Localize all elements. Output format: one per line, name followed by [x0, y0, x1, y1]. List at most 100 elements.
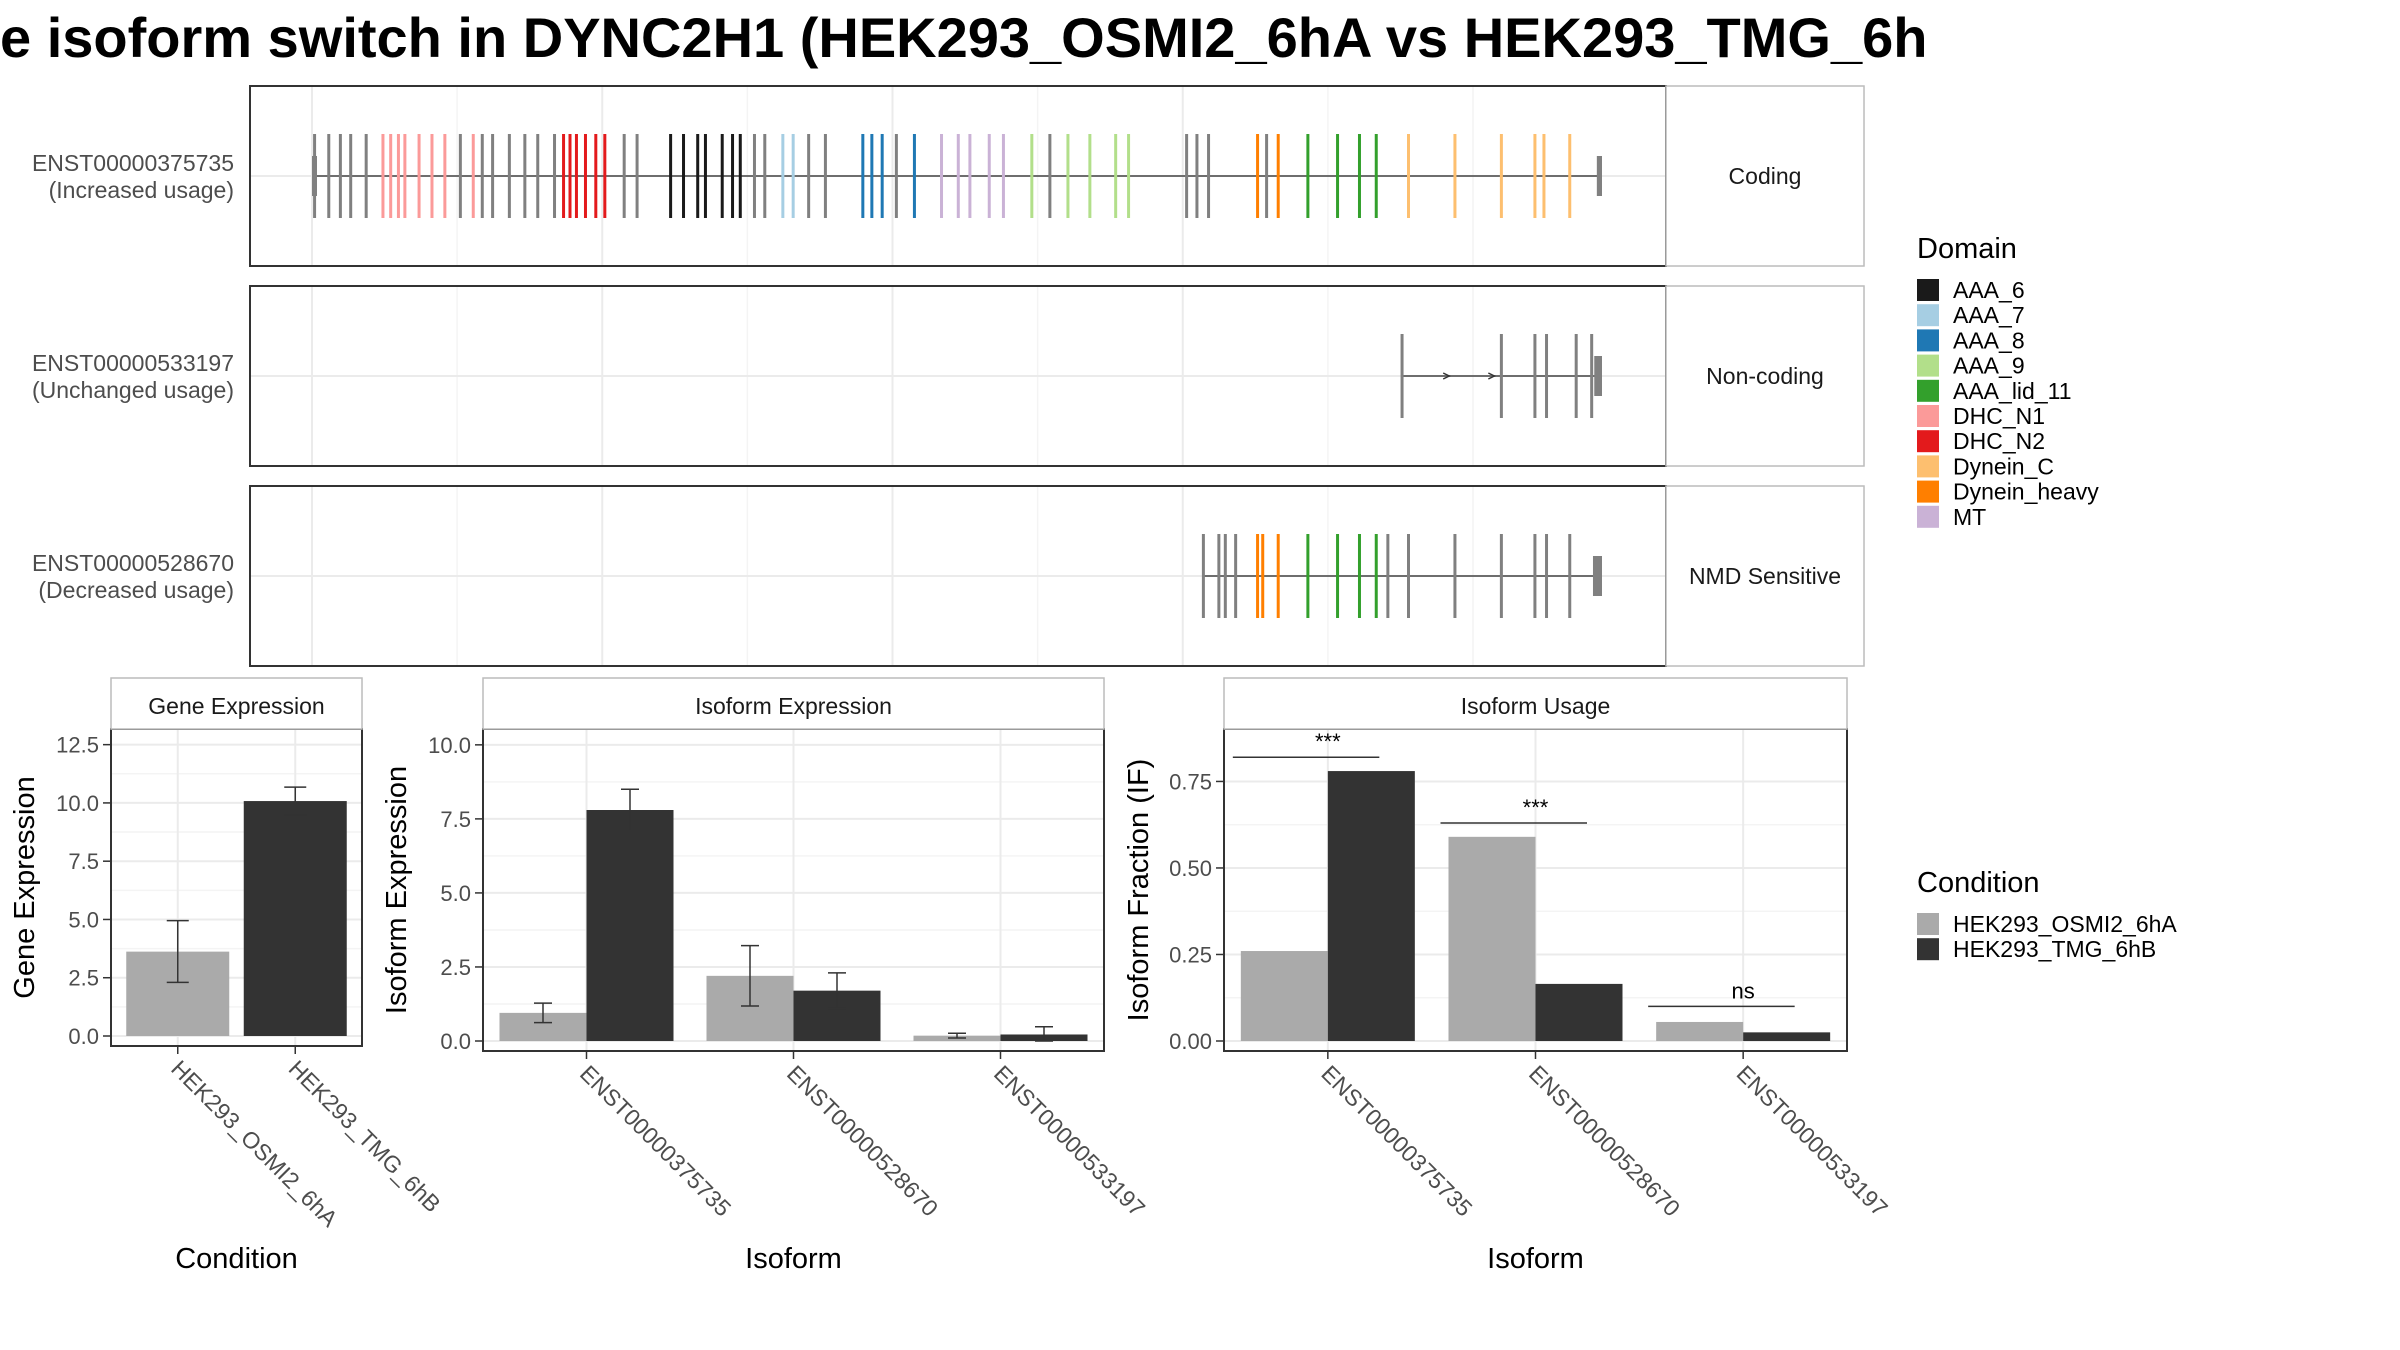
y-tick-label: 10.0: [56, 791, 99, 816]
exon-mark: [1453, 534, 1457, 618]
y-tick-label: 5.0: [440, 881, 471, 906]
domain-exon-mark: [583, 134, 587, 218]
exon-mark: [1568, 534, 1572, 618]
exon-mark: [1265, 134, 1269, 218]
domain-exon-mark: [1357, 534, 1361, 618]
domain-exon-mark: [956, 134, 960, 218]
domain-exon-mark: [1276, 534, 1280, 618]
exon-mark: [1533, 534, 1537, 618]
y-tick-label: 12.5: [56, 733, 99, 758]
exon-mark: [364, 134, 368, 218]
exon-mark: [622, 134, 626, 218]
exon-mark: [1400, 334, 1404, 418]
domain-exon-mark: [1306, 134, 1310, 218]
utr-block: [312, 156, 317, 196]
direction-arrow: [1488, 372, 1497, 380]
domain-exon-mark: [1256, 134, 1260, 218]
strip: [1223, 677, 1848, 730]
strip: [482, 677, 1105, 730]
exon-mark: [553, 134, 557, 218]
exon-mark: [1574, 334, 1578, 418]
domain-exon-mark: [574, 134, 578, 218]
domain-exon-mark: [1088, 134, 1092, 218]
exon-mark: [894, 134, 898, 218]
domain-exon-mark: [1533, 134, 1537, 218]
domain-exon-mark: [1114, 134, 1118, 218]
y-tick-label: 10.0: [428, 733, 471, 758]
legend-key: [1917, 329, 1939, 352]
significance-label: ns: [1732, 978, 1755, 1003]
legend-label: Dynein_heavy: [1953, 479, 2099, 505]
domain-exon-mark: [1374, 534, 1378, 618]
domain-exon-mark: [396, 134, 400, 218]
domain-exon-mark: [791, 134, 795, 218]
y-axis-label: Isoform Expression: [381, 766, 413, 1014]
legend-label: Dynein_C: [1953, 453, 2054, 479]
domain-exon-mark: [568, 134, 572, 218]
transcript-id-label: ENST00000528670: [32, 550, 234, 576]
utr-block: [1592, 556, 1602, 596]
exon-mark: [349, 134, 353, 218]
legend-label: AAA_9: [1953, 353, 2025, 379]
bar: [1743, 1032, 1831, 1041]
exon-mark: [491, 134, 495, 218]
legend-label: AAA_7: [1953, 302, 2025, 328]
chart-title: Isoform Expression: [695, 693, 892, 719]
exon-mark: [1533, 334, 1537, 418]
exon-mark: [507, 134, 511, 218]
exon-mark: [1545, 534, 1549, 618]
exon-mark: [763, 134, 767, 218]
domain-exon-mark: [1030, 134, 1034, 218]
bar: [586, 810, 674, 1041]
legend-label: HEK293_OSMI2_6hA: [1953, 911, 2177, 937]
transcript-id-label: ENST00000375735: [32, 150, 234, 176]
isoform-usage-chart: *** *** ns Isoform Usage 0.00 0.25 0.50 0.75 Iso…: [1123, 677, 1893, 1275]
domain-exon-mark: [1568, 134, 1572, 218]
exon-mark: [823, 134, 827, 218]
legend-label: DHC_N2: [1953, 428, 2045, 454]
exon-mark: [1499, 534, 1503, 618]
exon-mark: [1201, 534, 1205, 618]
utr-block: [1594, 356, 1602, 396]
domain-exon-mark: [1499, 134, 1503, 218]
direction-arrow: [1442, 372, 1451, 380]
y-axis-label: Gene Expression: [9, 776, 41, 998]
exon-mark: [1545, 334, 1549, 418]
structure-strip: [1665, 85, 1865, 267]
x-tick-label: ENST00000528670: [782, 1060, 943, 1221]
domain-exon-mark: [430, 134, 434, 218]
exon-mark: [1386, 534, 1390, 618]
transcript-class-label: Coding: [1729, 163, 1802, 189]
exon-mark: [1234, 534, 1238, 618]
y-tick-label: 7.5: [440, 807, 471, 832]
bar: [243, 801, 347, 1036]
exon-mark: [480, 134, 484, 218]
exon-mark: [1223, 534, 1227, 618]
transcript-usage-label: (Increased usage): [49, 177, 234, 203]
domain-exon-mark: [781, 134, 785, 218]
exon-mark: [1217, 534, 1221, 618]
domain-exon-mark: [912, 134, 916, 218]
isoform-expression-chart: Isoform Expression 0.0 2.5 5.0 7.5 10.0 Isofor…: [381, 677, 1150, 1275]
y-tick-label: 0.25: [1169, 942, 1212, 967]
domain-exon-mark: [1357, 134, 1361, 218]
x-axis-label: Isoform: [1487, 1243, 1584, 1275]
exon-mark: [807, 134, 811, 218]
domain-legend-title: Domain: [1917, 233, 2017, 265]
condition-legend-title: Condition: [1917, 867, 2040, 899]
bar: [1656, 1021, 1744, 1041]
domain-exon-mark: [1542, 134, 1546, 218]
legend-label: AAA_8: [1953, 327, 2025, 353]
domain-exon-mark: [1306, 534, 1310, 618]
transcript-usage-label: (Decreased usage): [38, 577, 234, 603]
exon-mark: [1590, 334, 1594, 418]
domain-exon-mark: [720, 134, 724, 218]
transcript-usage-label: (Unchanged usage): [32, 377, 234, 403]
domain-exon-mark: [471, 134, 475, 218]
domain-exon-mark: [987, 134, 991, 218]
exon-mark: [752, 134, 756, 218]
y-axis-label: Isoform Fraction (IF): [1123, 759, 1155, 1022]
legend-key: [1917, 913, 1939, 935]
exon-mark: [1185, 134, 1189, 218]
exon-mark: [338, 134, 342, 218]
